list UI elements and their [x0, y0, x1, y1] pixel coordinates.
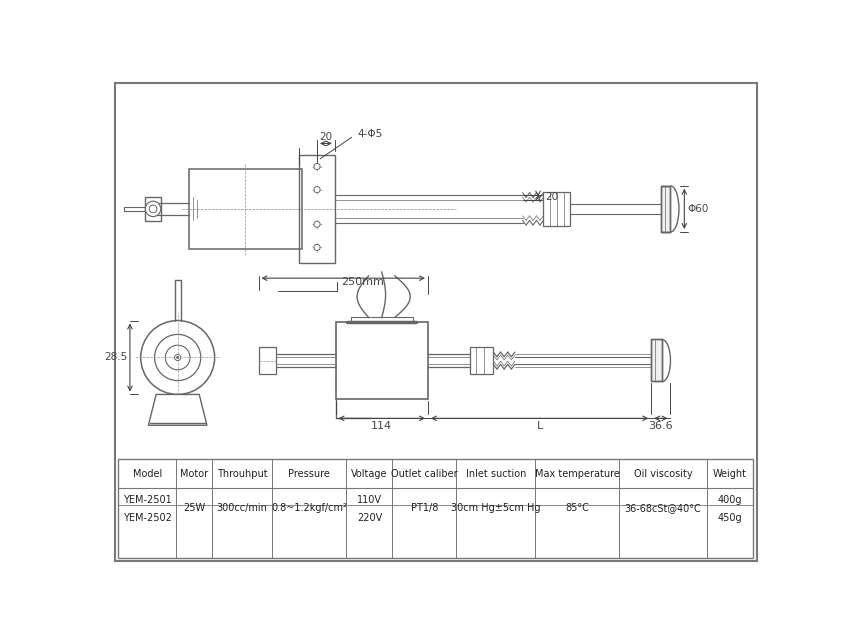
- Text: Outlet caliber: Outlet caliber: [391, 469, 457, 479]
- Text: 25W: 25W: [183, 503, 205, 513]
- Text: Motor: Motor: [180, 469, 208, 479]
- Text: 36-68cSt@40°C: 36-68cSt@40°C: [625, 503, 701, 513]
- Text: 0.8~1.2kgf/cm²: 0.8~1.2kgf/cm²: [271, 503, 347, 513]
- Text: 250mm: 250mm: [341, 277, 384, 287]
- Text: PT1/8: PT1/8: [411, 503, 438, 513]
- Bar: [336, 322, 428, 399]
- Text: 114: 114: [371, 421, 393, 431]
- Circle shape: [155, 334, 201, 380]
- Bar: [661, 186, 671, 232]
- Bar: [118, 459, 753, 557]
- Circle shape: [177, 356, 178, 359]
- Text: Pressure: Pressure: [288, 469, 330, 479]
- Circle shape: [314, 245, 320, 250]
- Text: 300cc/min: 300cc/min: [217, 503, 268, 513]
- Text: 20: 20: [320, 132, 332, 142]
- Circle shape: [141, 320, 215, 394]
- Bar: [145, 197, 161, 221]
- Text: YEM-2502: YEM-2502: [123, 513, 172, 522]
- Text: 85°C: 85°C: [565, 503, 589, 513]
- Bar: [258, 347, 276, 375]
- Circle shape: [166, 345, 190, 370]
- Circle shape: [174, 354, 181, 361]
- Bar: [543, 192, 570, 226]
- Text: 30cm Hg±5cm Hg: 30cm Hg±5cm Hg: [451, 503, 541, 513]
- Text: L: L: [536, 421, 542, 431]
- Text: 220V: 220V: [357, 513, 382, 522]
- Circle shape: [314, 164, 320, 169]
- Text: 450g: 450g: [717, 513, 742, 522]
- Text: Weight: Weight: [713, 469, 747, 479]
- Text: YEM-2501: YEM-2501: [123, 495, 172, 505]
- Polygon shape: [149, 394, 207, 426]
- Text: Φ60: Φ60: [688, 204, 709, 214]
- Circle shape: [314, 221, 320, 227]
- Bar: [299, 155, 335, 263]
- Text: Inlet suction: Inlet suction: [466, 469, 526, 479]
- Text: Throuhput: Throuhput: [217, 469, 267, 479]
- Text: 110V: 110V: [357, 495, 382, 505]
- Text: Max temperature: Max temperature: [535, 469, 620, 479]
- Text: 20: 20: [546, 192, 558, 203]
- Circle shape: [145, 201, 161, 217]
- Text: 400g: 400g: [717, 495, 742, 505]
- Circle shape: [314, 187, 320, 193]
- Bar: [470, 347, 493, 375]
- Bar: [661, 186, 671, 232]
- Bar: [190, 169, 303, 249]
- Bar: [651, 339, 662, 382]
- Text: Model: Model: [133, 469, 162, 479]
- Text: 36.6: 36.6: [649, 421, 673, 431]
- Bar: [651, 339, 662, 382]
- Bar: [351, 317, 412, 322]
- Text: 28.5: 28.5: [105, 352, 128, 362]
- Text: 4-Φ5: 4-Φ5: [358, 129, 382, 140]
- Text: Oil viscosity: Oil viscosity: [633, 469, 692, 479]
- Circle shape: [150, 205, 157, 213]
- Text: Voltage: Voltage: [351, 469, 388, 479]
